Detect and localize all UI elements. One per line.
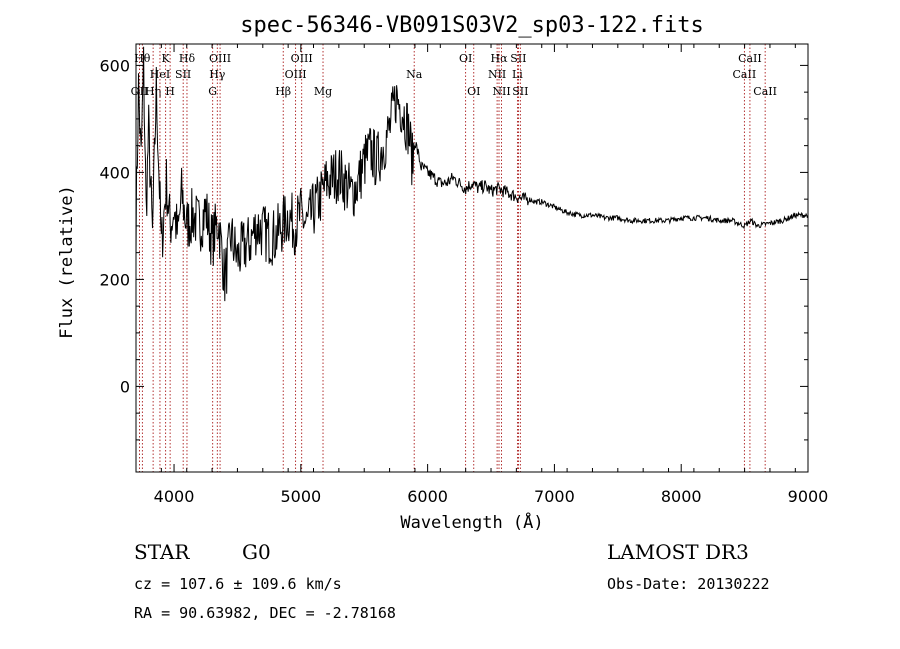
x-axis-label: Wavelength (Å) — [400, 511, 543, 533]
y-tick-label: 0 — [120, 377, 130, 396]
y-tick-label: 400 — [99, 163, 130, 182]
x-tick-label: 9000 — [788, 487, 829, 506]
spectral-line-label: SII — [510, 52, 526, 65]
y-tick-label: 200 — [99, 270, 130, 289]
spectral-line-label: CaII — [733, 68, 757, 81]
y-tick-label: 600 — [99, 56, 130, 75]
spectral-line-label: OI — [467, 85, 480, 98]
spectrum-series-line — [135, 46, 809, 302]
spectral-line-label: Li — [512, 68, 523, 81]
spectral-line-label: NII — [488, 68, 506, 81]
spectral-line-label: OI — [459, 52, 472, 65]
spectral-line-label: CaII — [753, 85, 777, 98]
spectral-line-label: Hθ — [134, 52, 151, 65]
spectral-line-label: H — [165, 85, 175, 98]
x-tick-label: 5000 — [280, 487, 321, 506]
spectral-line-label: CaII — [738, 52, 762, 65]
spectral-line-label: Hβ — [275, 85, 291, 98]
chart-title: spec-56346-VB091S03V2_sp03-122.fits — [240, 13, 704, 38]
observation-date: Obs-Date: 20130222 — [607, 575, 770, 593]
sky-coordinates: RA = 90.63982, DEC = -2.78168 — [134, 604, 396, 622]
spectral-line-label: Mg — [314, 85, 332, 98]
x-tick-label: 7000 — [534, 487, 575, 506]
spectral-line-label: Na — [406, 68, 423, 81]
spectral-line-label: SII — [175, 68, 191, 81]
spectral-line-label: OIII — [291, 52, 313, 65]
axis-ticks: 4000 5000 6000 7000 8000 9000 0 200 400 600 — [99, 44, 828, 506]
y-axis-label: Flux (relative) — [57, 185, 77, 339]
plot-frame — [135, 43, 809, 473]
object-subclass: G0 — [242, 540, 271, 564]
x-tick-label: 4000 — [154, 487, 195, 506]
survey-name: LAMOST DR3 — [607, 540, 749, 564]
spectral-line-label: Hη — [145, 85, 161, 98]
spectral-line-label: OIII — [285, 68, 307, 81]
spectral-line-label: G — [208, 85, 217, 98]
object-class: STAR — [134, 540, 190, 564]
spectral-line-label: NII — [492, 85, 510, 98]
spectral-line-label: K — [162, 52, 171, 65]
redshift-velocity: cz = 107.6 ± 109.6 km/s — [134, 575, 342, 593]
spectral-line-label: SII — [512, 85, 528, 98]
spectral-line-label: Hγ — [209, 68, 226, 81]
spectral-line-label: Hα — [490, 52, 508, 65]
x-tick-label: 6000 — [407, 487, 448, 506]
spectral-line-label: HeI — [150, 68, 170, 81]
x-tick-label: 8000 — [661, 487, 702, 506]
spectral-line-label: Hδ — [179, 52, 196, 65]
spectral-line-label: OIII — [209, 52, 231, 65]
